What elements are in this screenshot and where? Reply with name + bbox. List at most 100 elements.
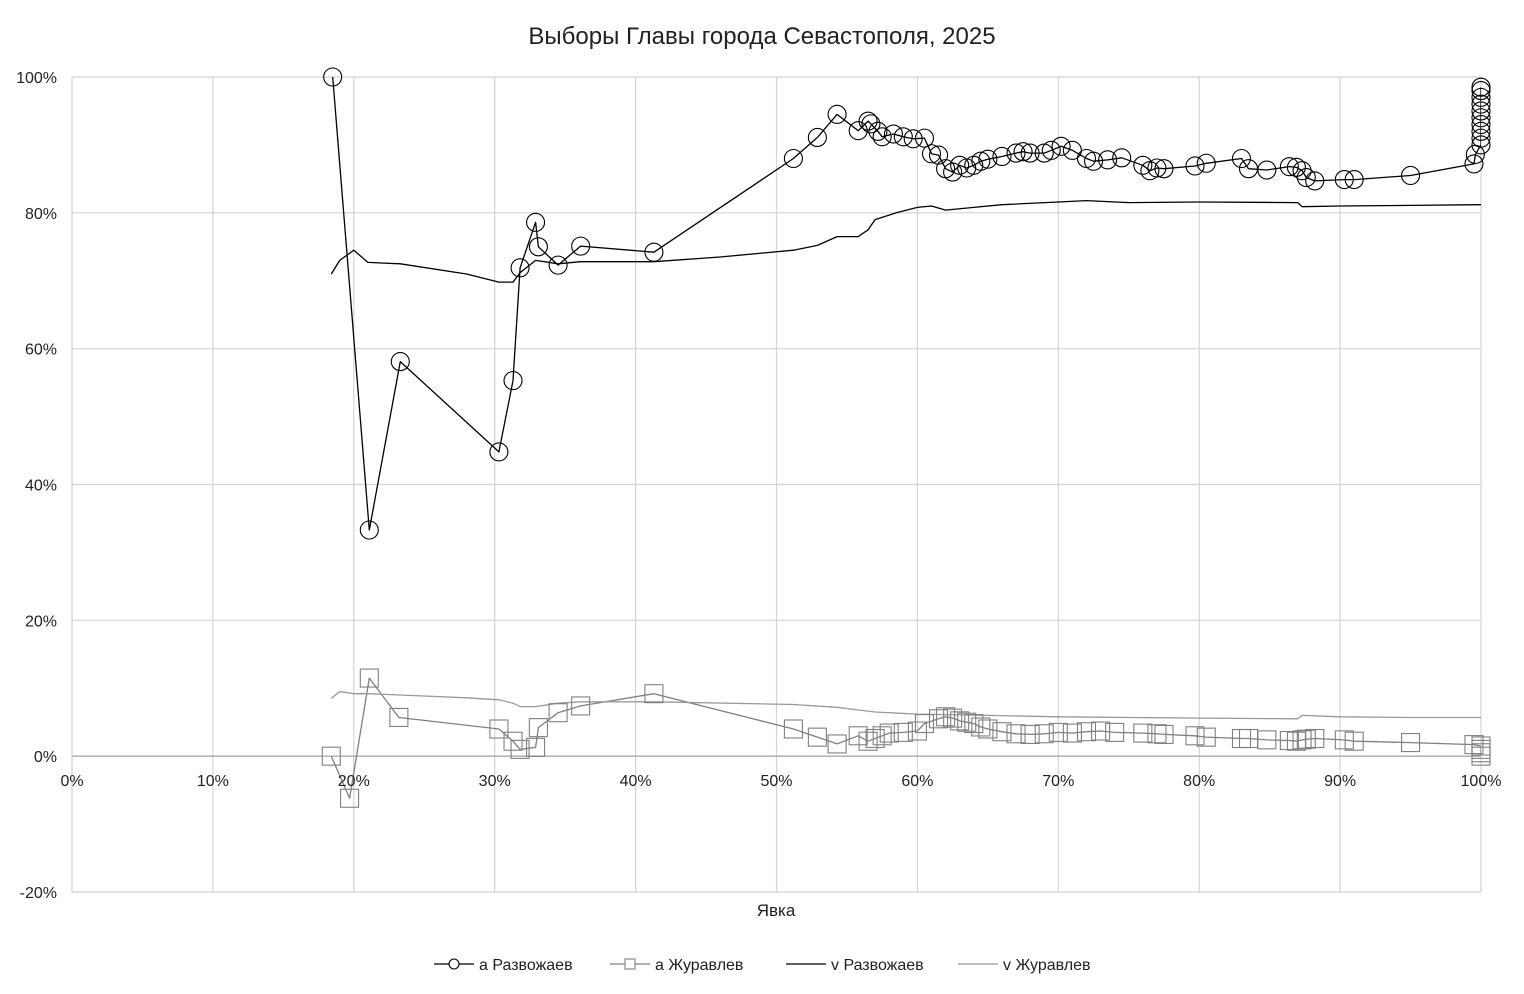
x-tick-label: 100% xyxy=(1461,773,1502,790)
data-point-series-1 xyxy=(1471,101,1491,121)
data-point-series-1 xyxy=(992,146,1012,167)
series-line-4 xyxy=(330,690,1481,720)
data-point-series-1 xyxy=(1471,81,1491,101)
data-point-series-1 xyxy=(827,104,847,124)
data-point-series-1 xyxy=(1133,155,1153,175)
data-point-series-2 xyxy=(865,728,885,749)
legend-marker xyxy=(448,958,460,970)
data-point-series-2 xyxy=(1196,727,1216,747)
data-point-series-2 xyxy=(1344,731,1364,751)
y-tick-label: 20% xyxy=(25,613,57,630)
y-tick-label: 40% xyxy=(25,478,57,495)
data-point-series-1 xyxy=(1051,136,1071,156)
data-point-series-1 xyxy=(971,151,991,171)
data-point-series-1 xyxy=(1006,143,1026,163)
data-point-series-2 xyxy=(321,746,341,766)
x-tick-label: 30% xyxy=(479,773,511,790)
data-point-series-2 xyxy=(1154,724,1174,744)
data-point-series-2 xyxy=(992,722,1012,742)
data-point-series-2 xyxy=(1464,735,1484,755)
data-point-series-1 xyxy=(1286,157,1306,177)
x-axis-label: Явка xyxy=(757,901,796,920)
data-point-series-1 xyxy=(1464,154,1484,174)
data-point-series-1 xyxy=(323,67,343,87)
x-tick-label: 90% xyxy=(1324,773,1356,790)
data-point-series-1 xyxy=(868,121,888,141)
data-point-series-1 xyxy=(783,148,803,169)
data-point-series-1 xyxy=(1154,159,1174,179)
series-line-2 xyxy=(330,677,1481,799)
data-point-series-1 xyxy=(858,111,878,131)
y-tick-label: 80% xyxy=(25,206,57,223)
data-point-series-2 xyxy=(1062,723,1082,743)
y-tick-label: 60% xyxy=(25,342,57,359)
data-point-series-2 xyxy=(807,727,827,747)
data-point-series-1 xyxy=(1083,151,1104,171)
data-point-series-2 xyxy=(957,712,977,732)
series-line-1 xyxy=(332,77,1481,531)
data-point-series-1 xyxy=(548,255,568,275)
data-point-series-2 xyxy=(1334,730,1354,750)
data-point-series-2 xyxy=(971,717,991,737)
data-point-series-2 xyxy=(1006,724,1026,744)
data-point-series-2 xyxy=(340,788,360,808)
x-tick-label: 50% xyxy=(760,773,792,790)
legend-label: v Журавлев xyxy=(1003,957,1091,974)
legend-label: a Журавлев xyxy=(655,957,743,974)
data-point-series-1 xyxy=(1112,148,1132,168)
x-tick-label: 40% xyxy=(620,773,652,790)
series-layer xyxy=(330,77,1481,799)
data-point-series-1 xyxy=(644,242,664,262)
data-point-series-1 xyxy=(1471,114,1491,135)
data-point-series-2 xyxy=(571,696,591,716)
data-point-series-1 xyxy=(1471,94,1491,114)
legend-item: a Развожаев xyxy=(434,957,573,974)
legend-item: v Журавлев xyxy=(958,957,1091,974)
x-tick-label: 10% xyxy=(197,773,229,790)
data-point-series-2 xyxy=(389,707,409,728)
data-point-series-1 xyxy=(1196,153,1216,173)
data-point-series-2 xyxy=(907,721,927,741)
data-point-series-2 xyxy=(510,739,530,759)
data-point-series-1 xyxy=(1296,167,1316,188)
data-point-series-1 xyxy=(1231,148,1252,169)
data-point-series-1 xyxy=(510,258,530,278)
legend: a Развожаев a Журавлев v Развожаев v Журавл… xyxy=(434,957,1091,974)
data-point-series-1 xyxy=(1013,142,1033,162)
data-point-series-1 xyxy=(903,129,923,149)
y-tick-label: -20% xyxy=(20,885,57,902)
data-point-series-1 xyxy=(359,520,379,540)
data-point-series-1 xyxy=(943,162,963,182)
x-tick-label: 60% xyxy=(901,773,933,790)
data-point-series-1 xyxy=(1334,170,1354,190)
data-point-series-1 xyxy=(526,212,546,232)
data-point-series-2 xyxy=(359,668,379,688)
data-point-series-2 xyxy=(503,731,523,751)
data-point-series-2 xyxy=(848,726,868,746)
legend-item: a Журавлев xyxy=(610,957,743,974)
data-point-series-2 xyxy=(1279,730,1299,751)
data-point-series-2 xyxy=(1471,746,1491,766)
data-point-series-1 xyxy=(571,236,591,256)
data-point-series-1 xyxy=(921,144,942,164)
data-point-series-2 xyxy=(1401,733,1421,753)
data-point-series-2 xyxy=(1076,722,1097,742)
x-tick-label: 20% xyxy=(338,773,370,790)
data-point-series-2 xyxy=(1020,724,1040,744)
data-point-series-1 xyxy=(390,352,410,372)
data-point-series-1 xyxy=(1185,156,1205,176)
marker-layer xyxy=(321,67,1491,808)
data-point-series-1 xyxy=(1147,158,1167,178)
data-point-series-1 xyxy=(1471,128,1491,148)
data-point-series-2 xyxy=(827,734,847,754)
x-tick-label: 80% xyxy=(1183,773,1215,790)
x-tick-label: 0% xyxy=(60,773,83,790)
legend-item: v Развожаев xyxy=(786,957,924,974)
data-point-series-2 xyxy=(783,719,803,739)
data-point-series-2 xyxy=(936,707,956,727)
data-point-series-1 xyxy=(1471,135,1491,155)
data-point-series-2 xyxy=(1147,724,1167,744)
data-point-series-2 xyxy=(528,718,548,738)
data-point-series-1 xyxy=(1471,121,1491,141)
